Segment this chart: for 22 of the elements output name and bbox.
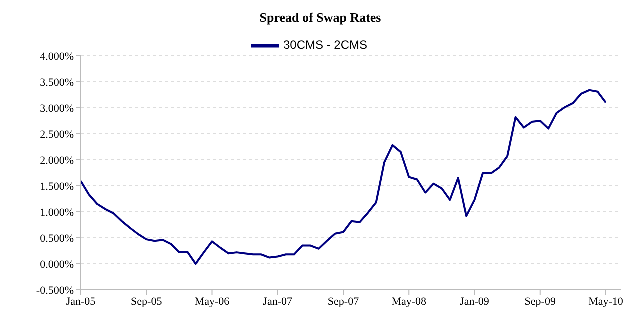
chart-title: Spread of Swap Rates: [258, 9, 382, 27]
x-tick-label: Sep-09: [524, 296, 556, 308]
y-tick-label: 1.000%: [40, 206, 74, 219]
x-tick-label: May-06: [194, 296, 230, 308]
x-tick-label: Jan-07: [263, 296, 294, 308]
y-tick-label: 0.000%: [40, 258, 74, 271]
y-tick-label: 1.500%: [40, 180, 74, 193]
y-tick-label: 2.500%: [40, 128, 74, 141]
line-series: [81, 89, 606, 265]
y-tick-label: 0.500%: [40, 232, 74, 245]
y-tick-label: 3.500%: [40, 76, 74, 89]
x-tick-label: Sep-07: [328, 296, 360, 308]
y-tick-label: 3.000%: [40, 102, 74, 115]
y-tick-label: 2.000%: [40, 154, 74, 167]
legend-label: 30CMS - 2CMS: [283, 38, 368, 52]
x-tick-label: May-08: [392, 296, 428, 308]
y-tick-label: -0.500%: [36, 284, 74, 297]
x-tick-label: Sep-05: [131, 296, 163, 308]
y-tick-label: 4.000%: [40, 50, 74, 63]
x-tick-label: Jan-05: [66, 296, 96, 308]
x-tick-label: Jan-09: [460, 296, 490, 308]
x-tick-label: May-10: [588, 296, 624, 308]
